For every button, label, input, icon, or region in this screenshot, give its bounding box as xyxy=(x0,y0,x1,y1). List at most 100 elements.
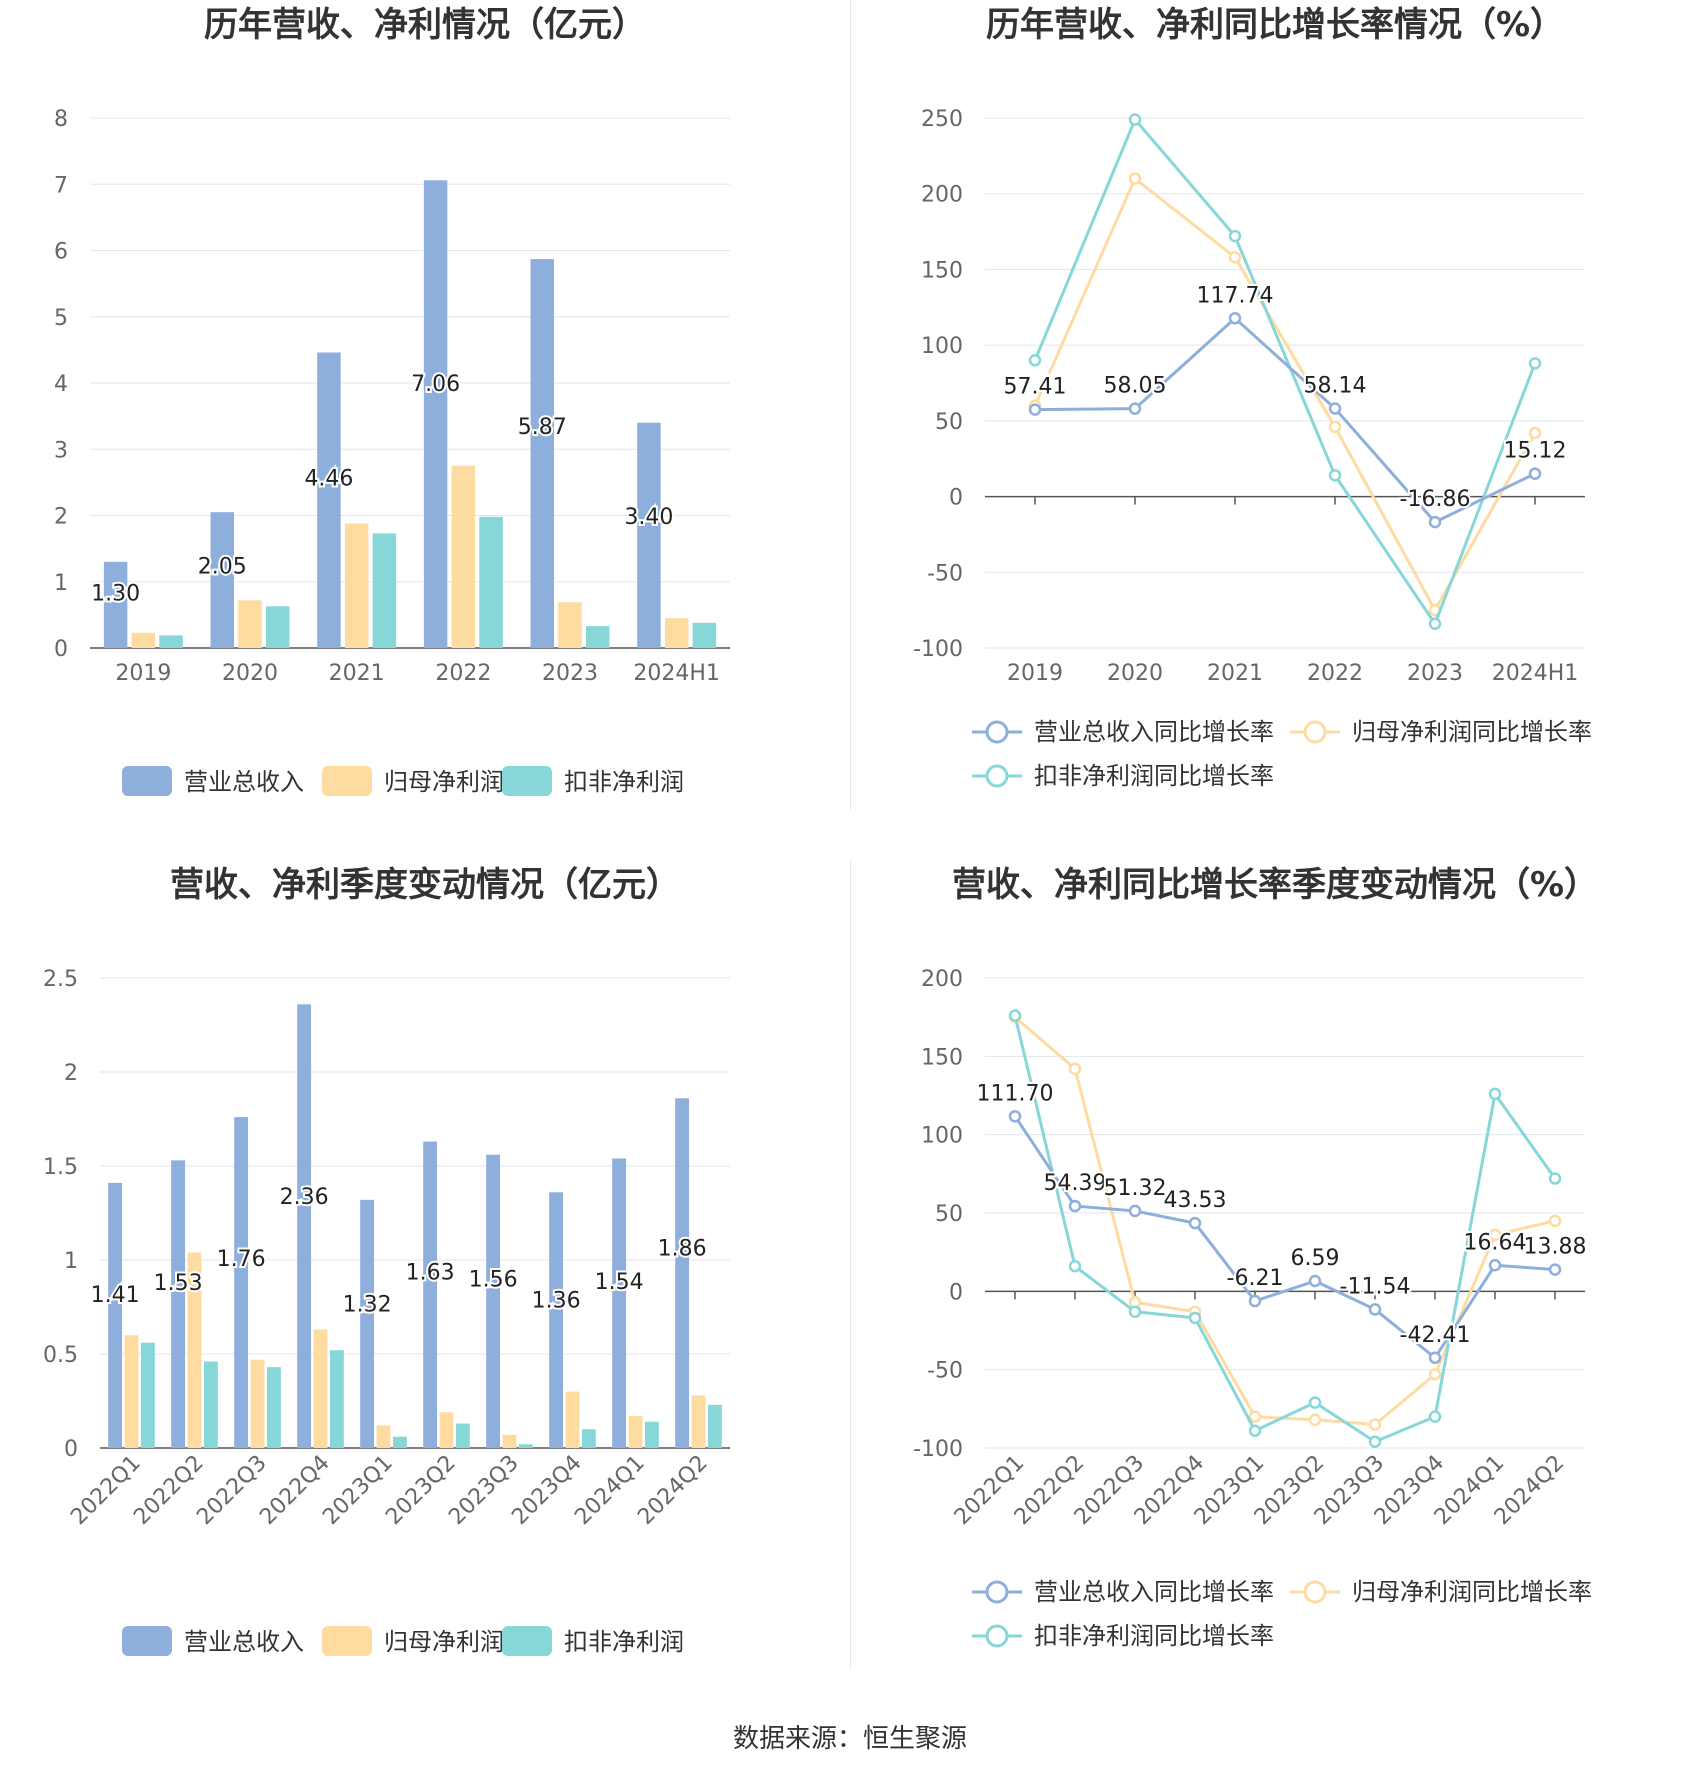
divider-top xyxy=(850,0,851,810)
x-tick-label: 2019 xyxy=(1007,661,1063,686)
data-label: 1.76 xyxy=(217,1247,266,1272)
bar xyxy=(210,512,234,648)
legend-label: 营业总收入 xyxy=(184,1628,304,1656)
data-point xyxy=(1028,354,1042,367)
bar xyxy=(131,632,156,648)
bar xyxy=(297,1004,312,1448)
y-tick-label: 0 xyxy=(949,486,963,511)
bar xyxy=(691,1395,706,1448)
divider-bottom xyxy=(850,860,851,1670)
legend-swatch xyxy=(122,766,172,796)
legend-label: 归母净利润同比增长率 xyxy=(1352,718,1592,746)
series-line xyxy=(1014,1016,1556,1427)
data-point xyxy=(1488,1259,1502,1272)
data-label: -11.54 xyxy=(1340,1274,1411,1299)
data-label: 7.06 xyxy=(411,372,460,397)
bar xyxy=(392,1436,407,1448)
bar xyxy=(203,1361,218,1448)
y-tick-label: 4 xyxy=(54,372,68,397)
chart-title: 历年营收、净利情况（亿元） xyxy=(204,5,646,45)
legend-swatch xyxy=(122,1626,172,1656)
bar xyxy=(486,1154,501,1448)
data-point xyxy=(1488,1228,1502,1242)
bar xyxy=(313,1329,328,1448)
chart-svg-0: 历年营收、净利情况（亿元） 0 1 2 3 4 5 6 7 8 2019 2020 2021 2022 20… xyxy=(54,5,730,796)
series-line xyxy=(1013,1015,1557,1444)
data-point xyxy=(1328,420,1342,434)
x-tick-label: 2021 xyxy=(1207,661,1263,686)
series-line xyxy=(1033,116,1537,628)
chart-annual-growth: 历年营收、净利同比增长率情况（%） -100 -50 0 50 100 150 200 250 2… xyxy=(850,0,1700,870)
bar xyxy=(317,352,341,648)
legend-label: 营业总收入 xyxy=(184,768,304,796)
data-label: -16.86 xyxy=(1400,487,1471,512)
bar xyxy=(675,1098,690,1448)
y-tick-label: 0 xyxy=(949,1280,963,1305)
legend-label: 扣非净利润 xyxy=(564,1628,684,1656)
y-tick-label: 1 xyxy=(64,1249,78,1274)
y-tick-label: 5 xyxy=(54,306,68,331)
bar xyxy=(376,1425,391,1448)
data-label: 1.41 xyxy=(91,1283,140,1308)
data-label: 1.54 xyxy=(595,1270,644,1295)
y-tick-label: 3 xyxy=(54,438,68,463)
y-tick-label: 0.5 xyxy=(43,1343,78,1368)
data-point xyxy=(1428,1410,1442,1423)
bar xyxy=(329,1350,344,1448)
chart-quarterly-growth: 营收、净利同比增长率季度变动情况（%） -100 -50 0 50 100 150 200 20… xyxy=(850,860,1700,1730)
y-tick-label: -100 xyxy=(913,1437,963,1462)
data-point xyxy=(1008,1110,1022,1123)
data-point xyxy=(1428,515,1442,529)
legend-marker xyxy=(985,720,1009,744)
data-label: 57.41 xyxy=(1004,375,1067,400)
legend-label: 扣非净利润同比增长率 xyxy=(1034,1622,1274,1650)
y-tick-label: 0 xyxy=(54,637,68,662)
data-point xyxy=(1028,403,1042,416)
data-label: -42.41 xyxy=(1400,1323,1471,1348)
bar xyxy=(637,422,661,648)
y-tick-label: -100 xyxy=(913,637,963,662)
data-point xyxy=(1128,402,1142,415)
bar xyxy=(266,606,290,648)
y-tick-label: 2 xyxy=(54,505,68,530)
data-label: 1.30 xyxy=(91,582,140,607)
data-point xyxy=(1428,1368,1442,1381)
y-tick-label: 150 xyxy=(921,258,963,283)
data-label: 4.46 xyxy=(304,466,353,491)
data-label: 54.39 xyxy=(1044,1171,1107,1196)
legend-label: 扣非净利润 xyxy=(564,768,684,796)
legend-marker xyxy=(985,764,1009,788)
data-label: 43.53 xyxy=(1164,1188,1227,1213)
data-point xyxy=(1008,1009,1022,1022)
chart-quarterly-amounts: 营收、净利季度变动情况（亿元） 0 0.5 1 1.5 2 2.5 2022Q1 2022Q2 2… xyxy=(0,860,850,1730)
data-point xyxy=(1068,1260,1082,1273)
data-point xyxy=(1548,1263,1562,1276)
data-point xyxy=(1248,1424,1262,1438)
bar xyxy=(581,1429,596,1448)
data-label: 2.05 xyxy=(198,554,247,579)
y-tick-label: 8 xyxy=(54,107,68,132)
data-point xyxy=(1528,357,1542,370)
legend-marker xyxy=(1303,720,1327,744)
data-label: 1.53 xyxy=(154,1271,203,1296)
bar xyxy=(423,180,448,648)
chart-svg-1: 历年营收、净利同比增长率情况（%） -100 -50 0 50 100 150 200 250 2… xyxy=(913,5,1592,790)
bar xyxy=(644,1421,659,1448)
y-tick-label: 1 xyxy=(54,571,68,596)
bar xyxy=(159,635,183,648)
data-point xyxy=(1368,1303,1382,1316)
y-tick-label: 6 xyxy=(54,240,68,265)
legend-marker xyxy=(1303,1580,1327,1604)
data-point xyxy=(1128,1204,1142,1218)
bar xyxy=(549,1192,564,1448)
y-tick-label: 2.5 xyxy=(43,967,78,992)
data-point xyxy=(1188,1311,1202,1325)
data-point xyxy=(1128,113,1142,126)
bar xyxy=(451,465,476,648)
legend-marker xyxy=(985,1624,1009,1648)
bar xyxy=(455,1423,470,1448)
data-point xyxy=(1248,1294,1262,1308)
data-label: 2.36 xyxy=(280,1185,329,1210)
bar xyxy=(124,1335,139,1448)
legend-label: 营业总收入同比增长率 xyxy=(1034,718,1274,746)
